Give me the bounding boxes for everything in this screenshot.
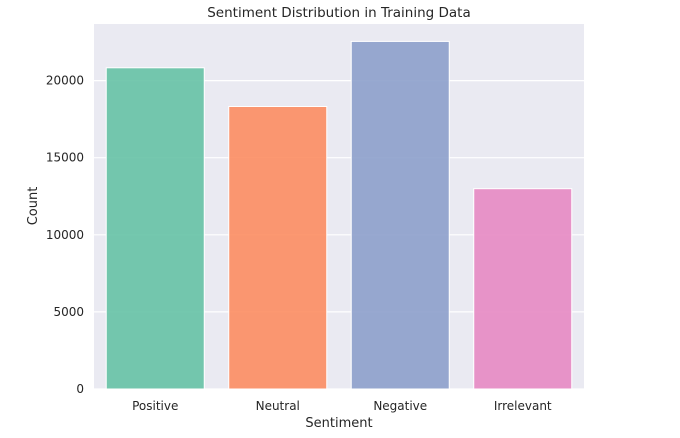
- y-axis-label: Count: [26, 187, 41, 226]
- y-tick-label: 0: [76, 382, 84, 396]
- x-tick-label-irrelevant: Irrelevant: [494, 399, 552, 413]
- x-axis-label: Sentiment: [305, 416, 372, 431]
- bar-positive: [105, 67, 205, 390]
- y-tick-labels: 0 5000 10000 15000 20000: [46, 74, 84, 396]
- bars: [105, 40, 573, 390]
- y-tick-label: 10000: [46, 228, 84, 242]
- x-tick-label-positive: Positive: [132, 399, 178, 413]
- x-tick-label-negative: Negative: [373, 399, 427, 413]
- bar-irrelevant: [473, 188, 573, 390]
- y-tick-label: 15000: [46, 151, 84, 165]
- chart-title: Sentiment Distribution in Training Data: [207, 5, 471, 21]
- bar-neutral: [228, 105, 328, 390]
- y-tick-label: 5000: [53, 305, 84, 319]
- y-tick-label: 20000: [46, 74, 84, 88]
- x-tick-labels: Positive Neutral Negative Irrelevant: [132, 399, 552, 413]
- bar-negative: [350, 40, 450, 390]
- x-tick-label-neutral: Neutral: [256, 399, 300, 413]
